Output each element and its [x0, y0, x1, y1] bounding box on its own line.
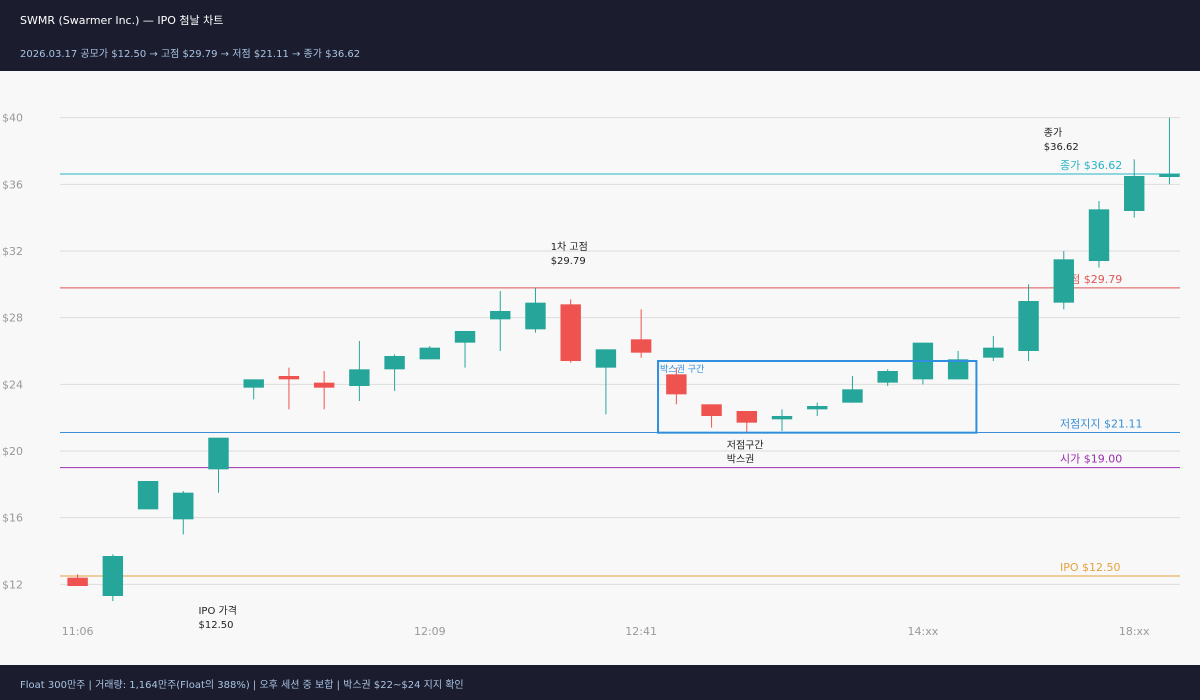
candle-body — [67, 577, 88, 586]
candle-body — [419, 347, 441, 360]
annotation-text: 1차 고점 — [551, 241, 588, 253]
candle-body — [173, 492, 194, 520]
footer-bar: Float 300만주 | 거래량: 1,164만주(Float의 388%) … — [0, 665, 1200, 700]
high-level-label: 고점 $29.79 — [1060, 273, 1122, 286]
candle-body — [947, 359, 969, 380]
x-tick-label: 12:41 — [625, 625, 657, 638]
candle-body — [525, 302, 546, 330]
candle-body — [983, 347, 1004, 358]
annotation-text: IPO 가격 — [198, 604, 236, 617]
annotation-text: 종가 — [1044, 127, 1062, 139]
candle-body — [807, 406, 828, 410]
candle-body — [490, 311, 511, 320]
candle-body — [736, 411, 758, 423]
annotation-text: $29.79 — [551, 256, 586, 267]
footer-summary: Float 300만주 | 거래량: 1,164만주(Float의 388%) … — [20, 680, 464, 691]
candle-body — [1159, 174, 1180, 177]
chart-title: SWMR (Swarmer Inc.) — IPO 첨날 차트 — [20, 14, 224, 27]
y-tick-label: $32 — [2, 245, 23, 258]
x-tick-label: 12:09 — [414, 625, 446, 638]
candle-body — [243, 379, 264, 388]
candle-body — [560, 304, 581, 361]
candle-body — [102, 556, 124, 596]
candle-body — [208, 437, 229, 470]
y-tick-label: $16 — [2, 512, 23, 525]
candle-body — [595, 349, 617, 368]
y-tick-label: $28 — [2, 312, 23, 325]
candle-body — [877, 371, 898, 383]
candle-body — [454, 331, 476, 343]
candle-body — [349, 369, 370, 386]
header-bar: SWMR (Swarmer Inc.) — IPO 첨날 차트 2026.03.… — [0, 0, 1200, 71]
y-tick-label: $24 — [2, 378, 23, 391]
y-tick-label: $40 — [2, 112, 23, 125]
candle-body — [1053, 259, 1074, 303]
candle-body — [278, 376, 300, 380]
candle-body — [313, 382, 335, 388]
box-range-label: 박스권 구간 — [660, 363, 704, 375]
box-range — [657, 360, 978, 434]
y-tick-label: $20 — [2, 445, 23, 458]
candle-body — [384, 356, 405, 370]
y-tick-label: $36 — [2, 178, 23, 191]
open-level-label: 시가 $19.00 — [1060, 453, 1122, 466]
low-level-label: 저점지지 $21.11 — [1060, 418, 1142, 431]
x-tick-label: 18:xx — [1119, 625, 1150, 638]
chart-subtitle: 2026.03.17 공모가 $12.50 → 고점 $29.79 → 저점 $… — [20, 49, 361, 60]
annotation-text: 박스권 — [727, 454, 755, 466]
x-tick-label: 11:06 — [62, 625, 94, 638]
candle-body — [842, 389, 863, 403]
candle-body — [1018, 301, 1039, 351]
annotation-text: $36.62 — [1044, 142, 1079, 153]
x-tick-label: 14:xx — [908, 625, 939, 638]
candle-body — [630, 339, 652, 353]
candle-body — [1124, 176, 1145, 211]
y-tick-label: $12 — [2, 578, 23, 591]
annotation-text: 저점구간 — [727, 440, 764, 452]
close-level-label: 종가 $36.62 — [1060, 159, 1122, 172]
candle-body — [1088, 209, 1110, 261]
candle-body — [771, 416, 793, 420]
candle-body — [137, 481, 159, 510]
ipo-level-label: IPO $12.50 — [1060, 561, 1121, 574]
candle-body — [701, 404, 722, 416]
candlestick-chart: $12 $16 $20 $24 $28 $32 $36 $40 11:06 12:09 12:41 1… — [2, 112, 1180, 638]
annotation-text: $12.50 — [198, 620, 233, 631]
candle-body — [666, 374, 687, 395]
